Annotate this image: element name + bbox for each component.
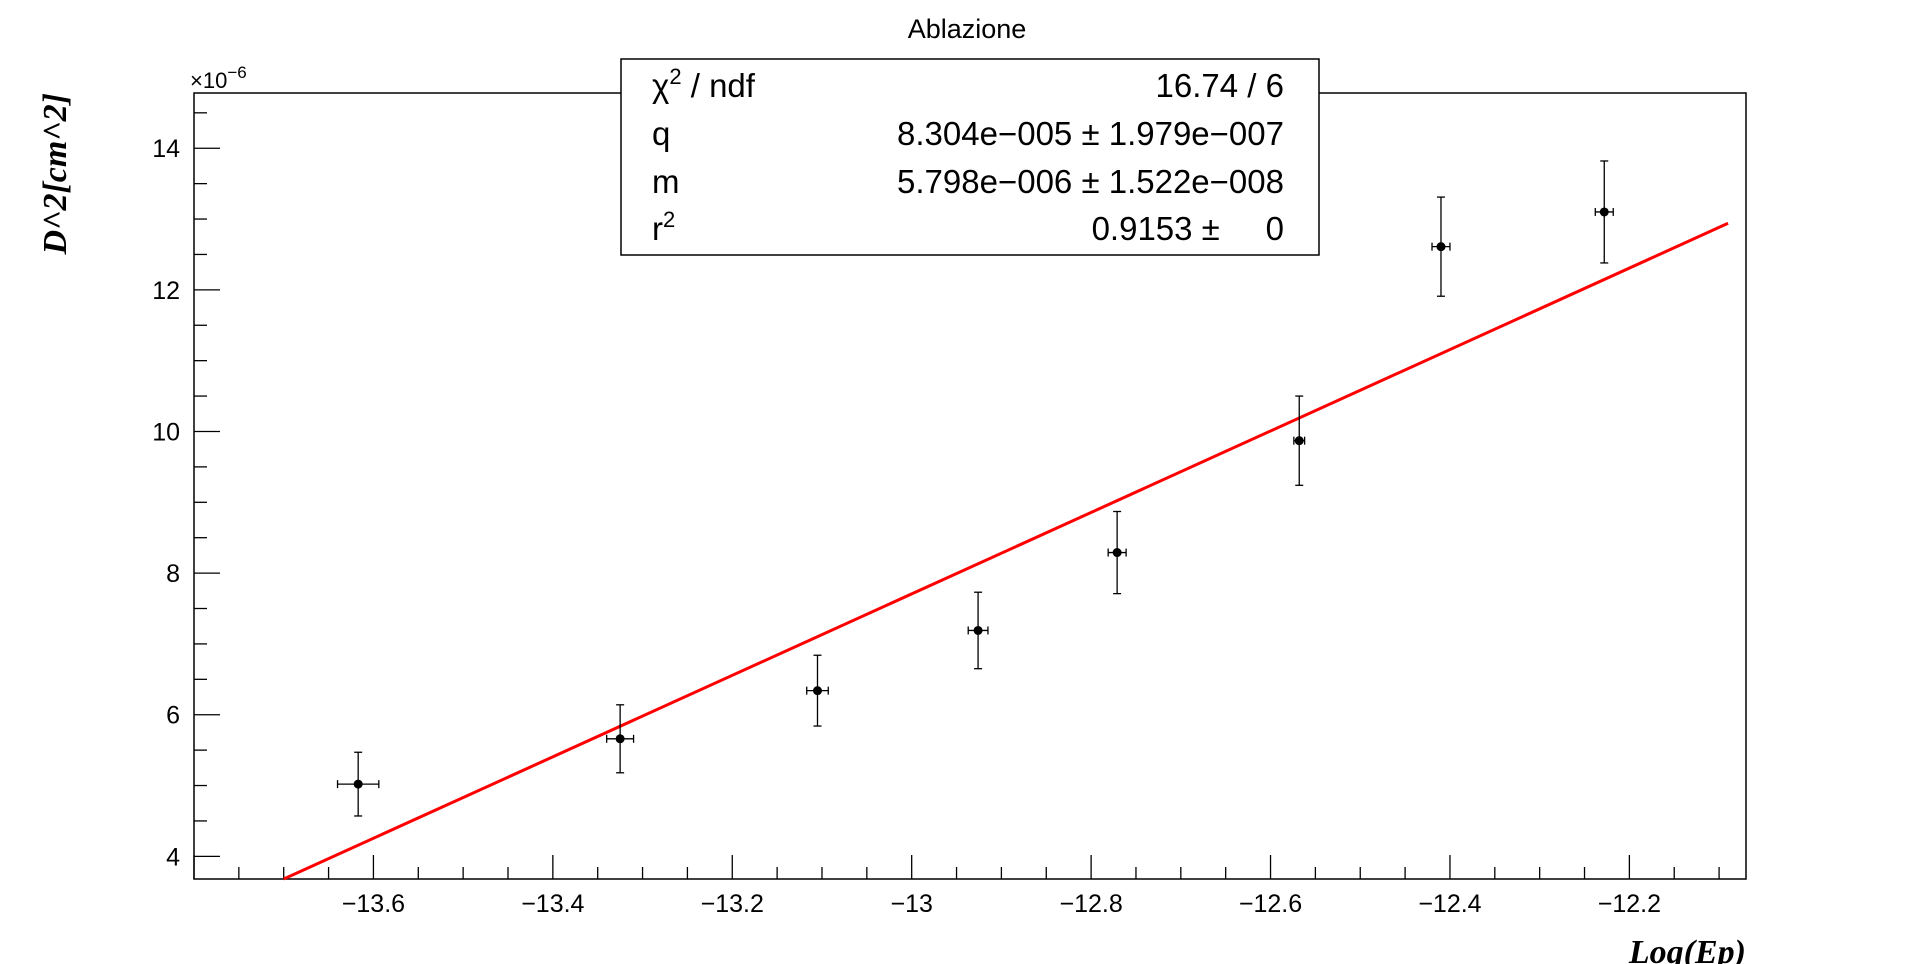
point-marker	[1112, 548, 1122, 558]
stats-label: r2	[652, 207, 675, 247]
x-tick-label: −12.2	[1598, 890, 1661, 918]
y-tick-label: 10	[152, 418, 180, 446]
x-tick-label: −13	[890, 890, 932, 918]
data-point	[336, 751, 380, 817]
stats-value: 16.74 / 6	[1156, 67, 1284, 104]
stats-label: χ2 / ndf	[652, 64, 756, 104]
point-marker	[973, 625, 983, 635]
data-point	[1293, 395, 1306, 486]
point-marker	[353, 779, 363, 789]
x-tick-label: −13.4	[521, 890, 584, 918]
x-tick-label: −12.6	[1239, 890, 1302, 918]
x-tick-label: −12.4	[1418, 890, 1481, 918]
point-marker	[615, 734, 625, 744]
y-tick-label: 4	[166, 843, 180, 871]
fit-layer	[283, 221, 1729, 881]
data-point	[1594, 160, 1614, 264]
data-point	[806, 654, 829, 727]
point-marker	[1436, 242, 1446, 252]
data-point	[606, 704, 635, 774]
point-marker	[1294, 436, 1304, 446]
point-marker	[812, 686, 822, 696]
chart-title: Ablazione	[908, 14, 1027, 44]
y-tick-label: 6	[166, 702, 180, 730]
data-point	[1431, 196, 1451, 297]
y-tick-label: 14	[152, 135, 180, 163]
y-tick-label: 12	[152, 277, 180, 305]
data-point	[967, 591, 989, 670]
x-axis-title: Log(Ep)	[1628, 934, 1746, 964]
stats-rows: χ2 / ndf 16.74 / 6 q 8.304e−005 ± 1.979e−00…	[652, 64, 1284, 247]
data-point	[1107, 510, 1127, 595]
stats-box-frame	[620, 58, 1320, 256]
y-multiplier: ×10−6	[190, 63, 247, 93]
stats-value: 0.9153 ± 0	[1092, 210, 1284, 247]
stats-value: 5.798e−006 ± 1.522e−008	[897, 163, 1284, 200]
fit-line	[283, 221, 1729, 881]
data-points	[336, 160, 1614, 817]
axis-ticks: −13.6 −13.4 −13.2 −13 −12.8 −12.6 −12.4 −12.2 4 6…	[152, 112, 1720, 918]
x-tick-label: −12.8	[1059, 890, 1122, 918]
stats-label: q	[652, 115, 670, 152]
x-tick-label: −13.2	[701, 890, 764, 918]
stats-label: m	[652, 163, 680, 200]
x-tick-label: −13.6	[342, 890, 405, 918]
stats-value: 8.304e−005 ± 1.979e−007	[897, 115, 1284, 152]
stats-box: χ2 / ndf 16.74 / 6 q 8.304e−005 ± 1.979e−00…	[620, 58, 1320, 256]
y-axis-title: D^2[cm^2]	[37, 93, 74, 255]
y-tick-label: 8	[166, 560, 180, 588]
point-marker	[1599, 207, 1609, 217]
